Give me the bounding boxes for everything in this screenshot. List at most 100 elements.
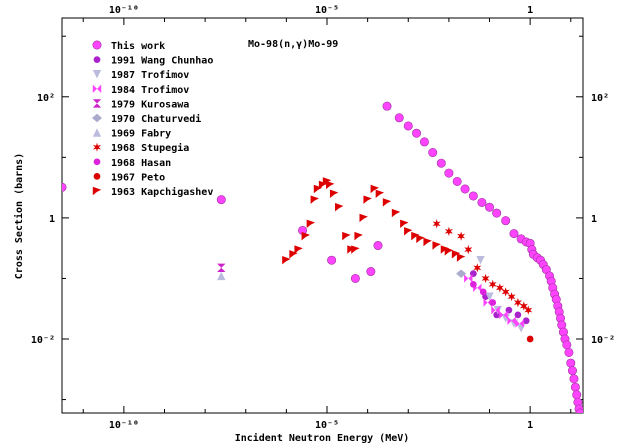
data-point (375, 189, 385, 198)
data-point (310, 195, 319, 204)
data-point (488, 279, 497, 289)
data-point (373, 241, 383, 251)
data-marks (62, 101, 583, 413)
series-8 (469, 280, 497, 306)
chart-title: Mo-98(n,γ)Mo-99 (248, 39, 338, 50)
data-point (469, 280, 477, 288)
legend-label: 1968 Hasan (111, 158, 171, 169)
data-point (485, 292, 494, 301)
data-point (569, 374, 579, 384)
data-point (507, 316, 516, 325)
data-point (326, 180, 335, 190)
data-point (370, 184, 379, 194)
legend-label: This work (111, 40, 165, 52)
legend-marker (92, 128, 102, 137)
plot-frame (61, 17, 584, 414)
data-point (404, 227, 413, 236)
data-point (572, 390, 582, 400)
legend-label: 1970 Chaturvedi (111, 113, 201, 125)
data-point (516, 324, 526, 333)
legend-label: 1984 Trofimov (111, 84, 189, 96)
legend-marker (93, 56, 101, 63)
data-point (460, 184, 470, 194)
data-point (350, 273, 360, 283)
data-point (216, 195, 226, 205)
legend-marker (93, 173, 101, 180)
data-point (479, 288, 487, 296)
data-point (382, 101, 392, 111)
data-point (567, 366, 577, 376)
data-point (351, 245, 360, 254)
data-point (306, 219, 316, 228)
data-point (473, 263, 482, 273)
data-point (575, 408, 583, 413)
data-point (501, 314, 510, 323)
y-tick-label: 10⁻² (31, 335, 55, 346)
data-point (400, 219, 409, 228)
legend-label: 1967 Peto (111, 172, 165, 183)
data-point (363, 195, 372, 204)
data-point (335, 203, 344, 212)
data-point (564, 347, 574, 357)
x-tick-label-top: 10⁻⁵ (315, 5, 339, 16)
data-point (522, 317, 530, 325)
data-point (514, 311, 522, 319)
data-point (342, 231, 351, 241)
y-tick-label-right: 10² (591, 93, 609, 104)
data-point (515, 319, 524, 328)
data-point (327, 255, 337, 265)
data-point (507, 292, 516, 302)
data-point (423, 237, 432, 247)
data-point (526, 335, 534, 343)
data-point (289, 250, 298, 259)
data-point (464, 274, 473, 283)
y-tick-label-right: 10⁻² (591, 335, 615, 346)
data-point (444, 226, 453, 236)
legend-marker (92, 99, 102, 108)
x-tick-label: 10⁻¹⁰ (109, 420, 139, 431)
series-3 (464, 274, 524, 328)
legend-label: 1991 Wang Chunhao (111, 56, 213, 67)
data-point (62, 182, 67, 192)
data-point (483, 298, 492, 307)
series-9 (526, 335, 534, 343)
data-point (501, 216, 511, 226)
y-tick-label: 1 (49, 214, 55, 225)
x-tick-label-top: 1 (527, 5, 533, 16)
data-point (419, 137, 429, 147)
data-point (513, 297, 522, 308)
y-tick-label-right: 1 (591, 214, 597, 225)
data-point (436, 158, 446, 168)
data-point (403, 121, 413, 131)
series-4 (217, 263, 226, 272)
legend-marker (91, 113, 103, 123)
data-point (499, 310, 508, 320)
data-point (294, 245, 303, 254)
data-point (476, 256, 485, 265)
series-5 (456, 269, 467, 278)
legend-label: 1969 Fabry (111, 129, 171, 140)
data-point (217, 271, 226, 281)
legend-label: 1968 Stupegia (111, 142, 189, 154)
data-point (519, 301, 528, 311)
data-point (456, 269, 467, 278)
legend-marker (92, 70, 102, 79)
series-6 (217, 271, 226, 281)
y-axis-label: Cross Section (barns) (13, 153, 25, 279)
legend-label: 1987 Trofimov (111, 69, 189, 81)
legend-marker (93, 142, 101, 152)
data-point (456, 253, 466, 262)
data-point (411, 231, 420, 241)
data-point (217, 263, 226, 272)
legend-marker (93, 158, 101, 166)
data-point (489, 299, 497, 306)
x-tick-label: 1 (527, 420, 533, 431)
data-point (282, 256, 291, 265)
data-point (566, 358, 576, 368)
data-point (391, 208, 401, 218)
data-point (509, 229, 519, 239)
series-10 (282, 177, 466, 265)
series-7 (432, 219, 533, 315)
data-point (444, 247, 454, 256)
